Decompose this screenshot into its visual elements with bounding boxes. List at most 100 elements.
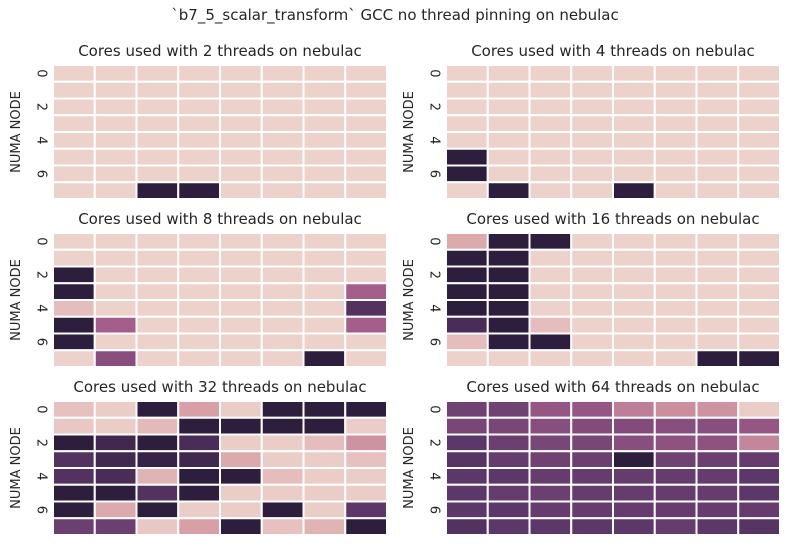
heatmap-cell [344,416,388,436]
heatmap-panel-6: Cores used with 64 threads on nebulac NUM… [402,378,781,536]
heatmap-cell [570,80,614,100]
heatmap-cell [93,114,138,133]
heatmap-cell [302,232,347,251]
heatmap-cell [486,450,531,469]
heatmap-cell [52,64,96,83]
panel-title: Cores used with 4 threads on nebulac [471,42,755,60]
heatmap-cell [737,97,781,117]
heatmap-cell [445,332,489,352]
heatmap-cell [445,282,489,301]
heatmap-cell [177,265,221,285]
heatmap-cell [612,147,656,167]
heatmap-cell [486,232,531,251]
heatmap-cell [737,164,781,184]
heatmap-cell [344,282,388,301]
heatmap-cell [135,483,180,503]
heatmap-cell [570,517,614,536]
heatmap-cell [445,433,489,453]
heatmap-cell [737,400,781,419]
heatmap-cell [486,400,531,419]
heatmap-cell [486,315,531,335]
heatmap-cell [653,64,698,83]
heatmap-cell [445,147,489,167]
heatmap-cell [445,265,489,285]
heatmap-cell [486,433,531,453]
heatmap-cell [219,181,263,200]
y-tick-label: 4 [34,304,49,312]
heatmap-cell [177,248,221,268]
heatmap-cell [52,467,96,486]
heatmap-cell [486,483,531,503]
heatmap-cell [135,332,180,352]
heatmap-cell [653,500,698,520]
heatmap-cell [219,248,263,268]
heatmap-cell [219,349,263,368]
heatmap-cell [135,248,180,268]
heatmap-cell [653,97,698,117]
heatmap-cell [219,315,263,335]
heatmap-cell [52,450,96,469]
heatmap-cell [177,299,221,318]
heatmap-cell [302,299,347,318]
heatmap-cell [135,299,180,318]
heatmap-cell [302,80,347,100]
heatmap-cell [486,131,531,150]
heatmap-cell [737,131,781,150]
y-tick-label: 0 [427,69,442,77]
heatmap-cell [135,97,180,117]
heatmap-cell [570,349,614,368]
heatmap-cell [219,500,263,520]
heatmap-cell [177,97,221,117]
heatmap-cell [695,265,740,285]
heatmap-cell [486,97,531,117]
heatmap-cell [302,349,347,368]
heatmap-cell [695,483,740,503]
heatmap-cell [177,467,221,486]
heatmap-cell [52,80,96,100]
y-tick-label: 6 [427,170,442,178]
heatmap-cell [177,517,221,536]
heatmap-cell [260,400,305,419]
heatmap-cell [612,131,656,150]
heatmap-cell [177,147,221,167]
heatmap-cell [302,248,347,268]
heatmap-cell [344,80,388,100]
heatmap-cell [93,400,138,419]
heatmap-cell [612,433,656,453]
heatmap-cell [344,97,388,117]
heatmap-cell [653,416,698,436]
heatmap-cell [93,181,138,200]
heatmap-cell [219,433,263,453]
heatmap-cell [528,282,573,301]
heatmap-cell [528,299,573,318]
heatmap-cell [344,248,388,268]
heatmap-cell [653,517,698,536]
heatmap-cell [135,450,180,469]
heatmap-cell [737,147,781,167]
y-tick-label: 4 [34,472,49,480]
heatmap-cell [612,416,656,436]
y-tick-label: 2 [427,439,442,447]
panel-title: Cores used with 2 threads on nebulac [78,42,362,60]
heatmap-cell [219,416,263,436]
heatmap-cell [93,232,138,251]
heatmap-cell [52,282,96,301]
heatmap-cell [445,315,489,335]
heatmap-cell [612,315,656,335]
heatmap-cell [177,483,221,503]
heatmap-cell [695,232,740,251]
heatmap-cell [93,265,138,285]
heatmap-cell [486,265,531,285]
heatmap-cell [570,164,614,184]
heatmap-cell [135,500,180,520]
heatmap-cell [93,64,138,83]
heatmap-cell [260,500,305,520]
y-tick-label: 6 [34,506,49,514]
heatmap-cell [528,114,573,133]
y-axis-label: NUMA NODE [9,427,24,509]
heatmap-cell [445,467,489,486]
heatmap-cell [445,416,489,436]
heatmap-cell [135,147,180,167]
heatmap-cell [528,164,573,184]
